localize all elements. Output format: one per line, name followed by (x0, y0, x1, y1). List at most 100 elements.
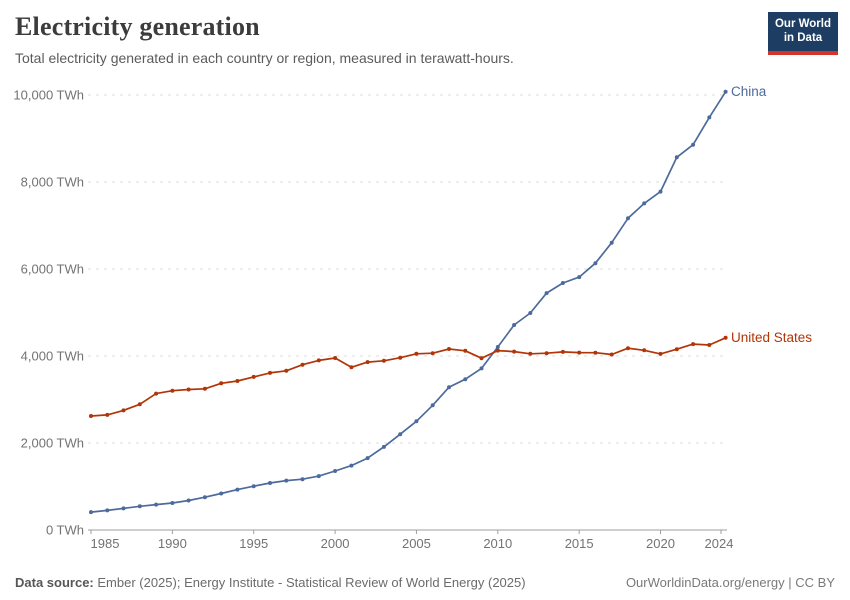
series-point-china[interactable] (658, 189, 663, 194)
series-point-united-states[interactable] (447, 347, 451, 351)
x-axis-tick-label: 2010 (483, 536, 512, 551)
x-axis-tick-label: 2024 (705, 536, 734, 551)
series-point-china[interactable] (251, 484, 256, 489)
series-point-china[interactable] (479, 366, 484, 371)
series-point-united-states[interactable] (202, 386, 207, 391)
series-point-china[interactable] (170, 501, 175, 505)
series-point-china[interactable] (560, 281, 565, 285)
series-point-united-states[interactable] (626, 346, 630, 351)
series-point-united-states[interactable] (723, 335, 728, 340)
series-point-china[interactable] (512, 323, 517, 327)
series-point-china[interactable] (219, 491, 224, 496)
series-point-united-states[interactable] (479, 356, 484, 361)
series-point-china[interactable] (463, 377, 468, 382)
line-chart-canvas[interactable]: 0 TWh 2,000 TWh 4,000 TWh 6,000 TWh 8,000 TW… (0, 72, 850, 577)
x-axis-tick-label: 2005 (402, 536, 431, 551)
series-point-china[interactable] (398, 432, 403, 437)
series-point-united-states[interactable] (674, 347, 679, 352)
series-point-united-states[interactable] (658, 351, 663, 356)
series-point-china[interactable] (202, 495, 207, 500)
series-point-united-states[interactable] (544, 351, 549, 356)
series-point-china[interactable] (89, 510, 93, 515)
series-point-united-states[interactable] (300, 362, 305, 367)
series-point-china[interactable] (626, 216, 630, 221)
series-point-china[interactable] (235, 487, 240, 492)
series-point-china[interactable] (642, 201, 647, 206)
data-source-label: Data source: (15, 575, 94, 590)
series-point-united-states[interactable] (528, 351, 533, 356)
series-point-united-states[interactable] (398, 355, 403, 360)
owid-logo-line2: in Data (783, 31, 823, 44)
series-point-united-states[interactable] (268, 370, 272, 375)
series-point-united-states[interactable] (560, 349, 565, 354)
series-point-united-states[interactable] (186, 387, 191, 392)
series-point-china[interactable] (333, 469, 338, 473)
series-point-united-states[interactable] (463, 348, 468, 353)
series-point-united-states[interactable] (691, 342, 696, 347)
series-point-united-states[interactable] (316, 358, 321, 363)
series-end-label-united-states[interactable]: United States (731, 330, 812, 345)
series-point-china[interactable] (707, 115, 712, 120)
series-point-china[interactable] (137, 504, 142, 509)
y-axis-tick-label: 4,000 TWh (21, 349, 84, 364)
chart-footer: Data source: Ember (2025); Energy Instit… (15, 575, 835, 590)
series-point-china[interactable] (154, 502, 159, 507)
series-point-china[interactable] (268, 481, 272, 485)
series-end-label-china[interactable]: China (731, 84, 767, 99)
series-line-united-states[interactable] (90, 337, 726, 417)
line-chart-svg[interactable]: 0 TWh 2,000 TWh 4,000 TWh 6,000 TWh 8,000 TW… (0, 72, 850, 577)
series-point-china[interactable] (316, 474, 321, 479)
series-point-united-states[interactable] (89, 414, 93, 418)
series-point-china[interactable] (349, 463, 354, 468)
series-point-china[interactable] (365, 456, 370, 461)
credit-link[interactable]: OurWorldinData.org/energy | CC BY (625, 575, 835, 590)
chart-subtitle: Total electricity generated in each coun… (15, 50, 514, 66)
series-point-united-states[interactable] (137, 402, 142, 407)
owid-logo[interactable]: Our World in Data (768, 12, 838, 55)
series-point-united-states[interactable] (170, 388, 175, 393)
series-point-united-states[interactable] (414, 351, 419, 356)
series-point-china[interactable] (381, 444, 386, 449)
series-line-china[interactable] (90, 91, 727, 513)
series-point-china[interactable] (691, 142, 696, 147)
series-point-china[interactable] (544, 291, 549, 296)
series-point-united-states[interactable] (577, 350, 582, 355)
series-point-china[interactable] (577, 275, 582, 280)
series-point-united-states[interactable] (642, 348, 647, 353)
series-point-united-states[interactable] (512, 349, 517, 354)
x-axis-tick-label: 2015 (565, 536, 594, 551)
series-point-china[interactable] (186, 498, 191, 503)
series-point-china[interactable] (414, 419, 419, 424)
series-point-china[interactable] (609, 240, 614, 245)
series-point-united-states[interactable] (284, 368, 289, 373)
series-point-united-states[interactable] (707, 343, 712, 347)
series-point-china[interactable] (430, 403, 435, 408)
series-point-united-states[interactable] (105, 412, 110, 417)
y-axis-tick-label: 2,000 TWh (21, 436, 84, 451)
y-axis-tick-label: 8,000 TWh (21, 175, 84, 190)
series-point-united-states[interactable] (235, 379, 240, 383)
series-point-united-states[interactable] (121, 408, 126, 413)
series-point-united-states[interactable] (154, 391, 159, 396)
series-point-china[interactable] (495, 345, 500, 349)
series-point-china[interactable] (105, 508, 110, 513)
series-point-china[interactable] (674, 155, 679, 160)
series-point-united-states[interactable] (219, 381, 224, 386)
series-point-china[interactable] (284, 478, 289, 483)
series-point-united-states[interactable] (251, 374, 256, 379)
series-point-china[interactable] (723, 89, 728, 94)
series-point-united-states[interactable] (430, 351, 435, 356)
series-point-united-states[interactable] (365, 360, 370, 365)
series-point-china[interactable] (121, 506, 126, 511)
series-point-united-states[interactable] (381, 358, 386, 363)
series-point-china[interactable] (593, 261, 598, 266)
series-point-china[interactable] (528, 311, 533, 315)
series-point-china[interactable] (447, 385, 451, 390)
series-point-united-states[interactable] (609, 352, 614, 357)
series-point-united-states[interactable] (333, 356, 338, 360)
series-point-united-states[interactable] (349, 365, 354, 370)
series-point-united-states[interactable] (495, 348, 500, 353)
series-point-united-states[interactable] (593, 350, 598, 355)
series-point-china[interactable] (300, 477, 305, 482)
